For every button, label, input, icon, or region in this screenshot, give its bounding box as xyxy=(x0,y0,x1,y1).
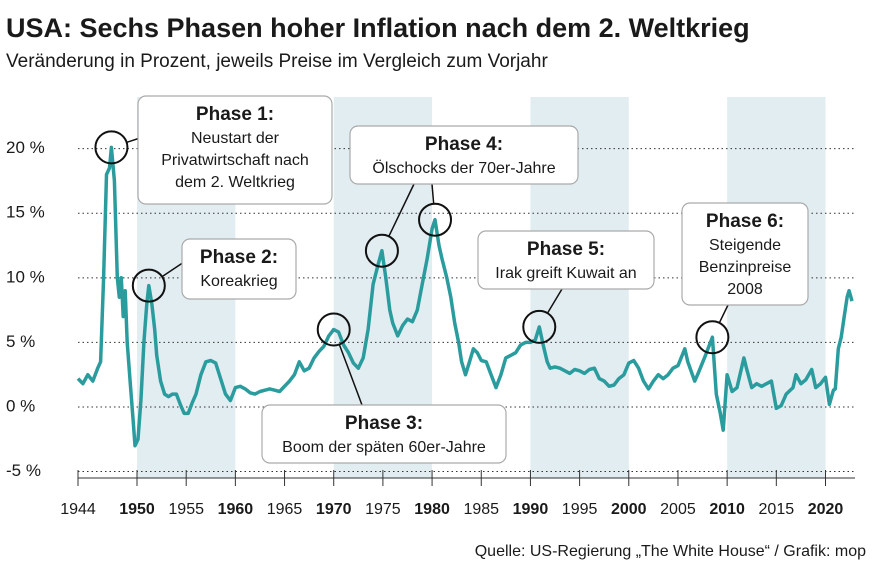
connector xyxy=(718,304,729,324)
annotation-title: Phase 5: xyxy=(527,239,605,260)
x-tick-label: 2000 xyxy=(611,501,647,518)
source: Quelle: US-Regierung „The White House“ /… xyxy=(475,543,866,560)
annotation-box xyxy=(349,125,579,185)
x-tick-label: 1950 xyxy=(119,501,155,518)
annotation-box xyxy=(181,238,297,300)
chart-title: USA: Sechs Phasen hoher Inflation nach d… xyxy=(6,13,750,43)
x-tick-label: 2005 xyxy=(660,501,696,518)
x-tick-label: 1995 xyxy=(562,501,598,518)
annotation-title: Phase 6: xyxy=(706,211,784,232)
x-tick-label: 1980 xyxy=(414,501,450,518)
annotation-text: Irak greift Kuwait an xyxy=(495,265,636,282)
connector xyxy=(431,183,435,204)
y-tick-label: 15 % xyxy=(6,203,45,222)
annotation-text: Benzinpreise xyxy=(699,259,792,276)
x-tick-label: 2010 xyxy=(709,501,745,518)
annotation-box xyxy=(261,404,507,464)
annotation-text: Boom der späten 60er-Jahre xyxy=(282,439,486,456)
y-tick-label: 5 % xyxy=(6,332,35,351)
annotation-title: Phase 1: xyxy=(196,104,274,125)
highlight-circle xyxy=(418,202,453,237)
x-tick-label: 1970 xyxy=(316,501,352,518)
highlight-circle xyxy=(94,130,129,165)
series-line xyxy=(76,145,854,448)
annotation-text: Neustart der xyxy=(191,130,280,147)
x-tick-label: 1990 xyxy=(513,501,549,518)
highlight-circle xyxy=(522,309,557,344)
y-tick-label: 10 % xyxy=(6,267,45,286)
y-tick-label: 0 % xyxy=(6,396,35,415)
annotation-text: dem 2. Weltkrieg xyxy=(175,174,295,191)
x-tick-label: 2015 xyxy=(759,501,795,518)
annotation-text: Privatwirtschaft nach xyxy=(161,152,309,169)
annotation-text: 2008 xyxy=(727,281,763,298)
x-tick-label: 1955 xyxy=(168,501,204,518)
connector xyxy=(338,344,363,406)
x-tick-label: 1975 xyxy=(365,501,401,518)
highlight-circle xyxy=(131,268,166,303)
y-tick-label: 20 % xyxy=(6,138,45,157)
annotation-title: Phase 4: xyxy=(425,134,503,155)
annotation-box xyxy=(681,202,809,306)
x-tick-label: 2020 xyxy=(808,501,844,518)
connector xyxy=(546,288,563,314)
annotation-text: Koreakrieg xyxy=(200,273,277,290)
x-tick-label: 1944 xyxy=(60,501,96,518)
x-tick-label: 1960 xyxy=(218,501,254,518)
x-tick-label: 1965 xyxy=(267,501,303,518)
annotation-title: Phase 2: xyxy=(200,247,278,268)
annotation-title: Phase 3: xyxy=(345,413,423,434)
annotation-text: Steigende xyxy=(709,237,781,254)
highlight-circle xyxy=(316,312,351,347)
annotation-box xyxy=(477,230,655,290)
annotation-box xyxy=(137,95,333,205)
connector xyxy=(161,261,185,278)
chart-subtitle: Veränderung in Prozent, jeweils Preise i… xyxy=(6,51,548,72)
annotation-text: Ölschocks der 70er-Jahre xyxy=(372,159,555,177)
connector xyxy=(388,183,415,237)
x-tick-label: 1985 xyxy=(463,501,499,518)
highlight-circle xyxy=(695,320,730,355)
highlight-circle xyxy=(364,233,399,268)
y-tick-label: -5 % xyxy=(6,461,41,480)
